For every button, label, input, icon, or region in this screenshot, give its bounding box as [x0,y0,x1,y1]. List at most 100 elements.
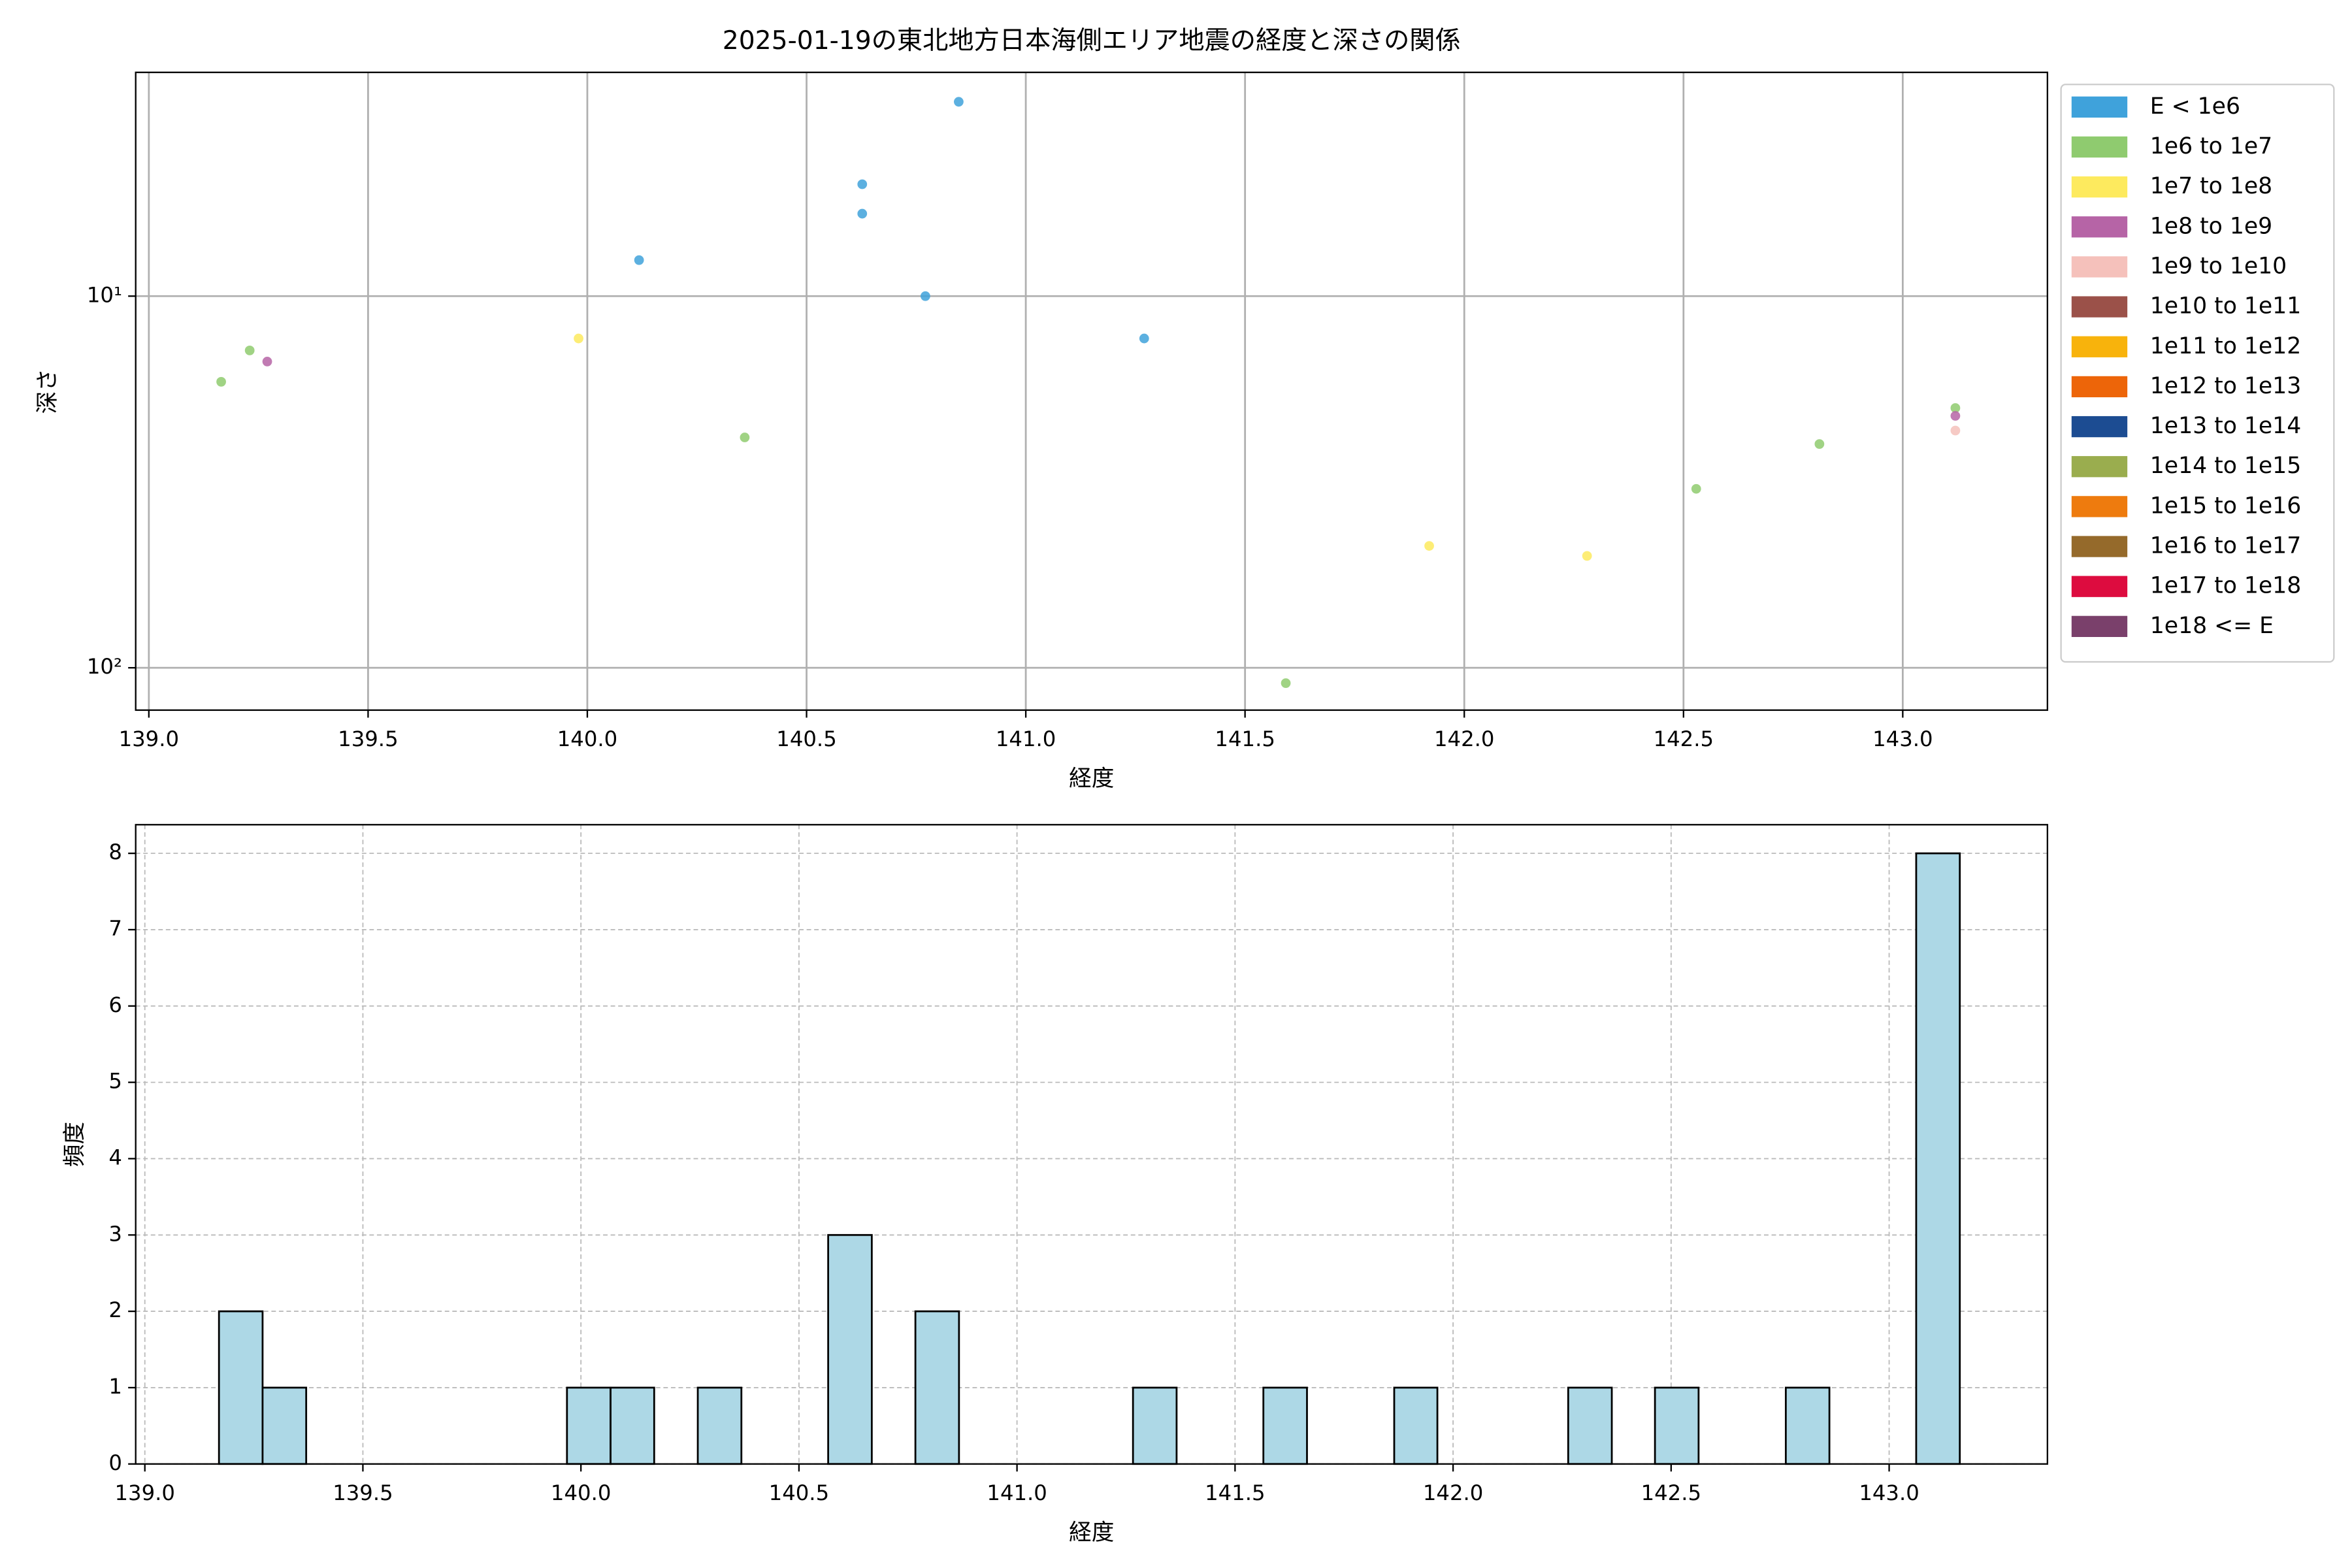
x-tick-label: 142.0 [1423,1480,1483,1505]
y-tick-label: 7 [108,916,122,941]
legend-label: 1e11 to 1e12 [2150,333,2301,359]
legend-swatch [2071,176,2128,198]
y-tick-label: 3 [108,1221,122,1246]
bar [827,1233,873,1465]
legend-label: 1e13 to 1e14 [2150,413,2301,439]
x-tick-label: 139.5 [333,1480,393,1505]
y-axis-label: 頻度 [61,1122,88,1167]
bar [1132,1386,1178,1465]
point [1691,483,1701,494]
point [1950,425,1961,436]
bar [566,1386,612,1465]
legend-label: E < 1e6 [2150,93,2240,120]
legend-swatch [2071,336,2128,357]
legend-swatch [2071,496,2128,517]
x-axis-label: 経度 [1069,766,1114,792]
plot-frame [135,824,2048,1465]
y-tick-label: 4 [108,1145,122,1169]
legend-swatch [2071,416,2128,438]
y-tick-label: 0 [108,1450,122,1475]
legend-swatch [2071,536,2128,557]
x-tick-label: 139.0 [114,1480,174,1505]
point [1582,551,1592,561]
legend-label: 1e15 to 1e16 [2150,493,2301,519]
bar [1915,852,1961,1465]
x-tick-label: 141.5 [1215,727,1275,751]
point [740,433,750,442]
point [574,333,583,344]
legend-label: 1e6 to 1e7 [2150,133,2272,159]
legend-label: 1e16 to 1e17 [2150,533,2301,559]
legend-label: 1e17 to 1e18 [2150,573,2301,599]
x-tick-label: 141.0 [987,1480,1047,1505]
point [634,255,644,265]
point [1814,439,1825,449]
legend-swatch [2071,256,2128,278]
legend-label: 1e7 to 1e8 [2150,173,2272,199]
point [216,376,226,387]
legend-swatch [2071,216,2128,238]
legend-swatch [2071,456,2128,478]
x-tick-label: 140.0 [557,727,617,751]
x-tick-label: 143.0 [1872,727,1933,751]
bar [696,1386,743,1465]
bar [1393,1386,1439,1465]
y-tick-label: 2 [108,1298,122,1322]
x-tick-label: 142.5 [1641,1480,1701,1505]
x-tick-label: 142.5 [1654,727,1714,751]
legend-box [2060,84,2335,663]
y-tick-label: 5 [108,1069,122,1094]
bar [610,1386,655,1465]
point [921,291,930,301]
plot-frame [135,71,2048,711]
point [1139,333,1149,344]
legend-swatch [2071,136,2128,158]
y-tick-label: 1 [108,1374,122,1399]
x-tick-label: 141.5 [1205,1480,1265,1505]
point [1950,403,1961,413]
chart-title: 2025-01-19の東北地方日本海側エリア地震の経度と深さの関係 [723,26,1461,56]
legend-swatch [2071,96,2128,118]
x-tick-label: 139.0 [119,727,179,751]
legend-swatch [2071,576,2128,597]
y-tick-label: 10¹ [87,282,122,307]
bar [1784,1386,1831,1465]
x-tick-label: 140.5 [769,1480,829,1505]
x-tick-label: 141.0 [996,727,1056,751]
y-tick-label: 10² [87,654,122,679]
legend-label: 1e12 to 1e13 [2150,373,2301,399]
y-axis-label: 深さ [35,368,61,414]
x-tick-label: 140.5 [776,727,836,751]
bar [1262,1386,1308,1465]
bar [1567,1386,1613,1465]
x-tick-label: 143.0 [1859,1480,1919,1505]
legend-label: 1e18 <= E [2150,613,2274,639]
legend-label: 1e10 to 1e11 [2150,293,2301,319]
point [262,357,272,367]
x-axis-label: 経度 [1069,1520,1114,1546]
point [1281,678,1291,689]
point [244,345,255,355]
point [857,179,868,189]
y-tick-label: 6 [108,992,122,1017]
x-tick-label: 140.0 [551,1480,611,1505]
point [1424,541,1434,551]
legend-swatch [2071,615,2128,637]
point [857,208,868,219]
legend-swatch [2071,296,2128,318]
bar [218,1310,264,1465]
point [1950,411,1961,421]
bar [1654,1386,1700,1465]
x-tick-label: 142.0 [1434,727,1494,751]
legend-label: 1e14 to 1e15 [2150,453,2301,479]
legend-label: 1e9 to 1e10 [2150,253,2287,279]
x-tick-label: 139.5 [338,727,398,751]
legend-label: 1e8 to 1e9 [2150,213,2272,239]
legend-swatch [2071,376,2128,398]
bar [261,1386,308,1465]
point [954,97,964,107]
bar [914,1310,960,1465]
